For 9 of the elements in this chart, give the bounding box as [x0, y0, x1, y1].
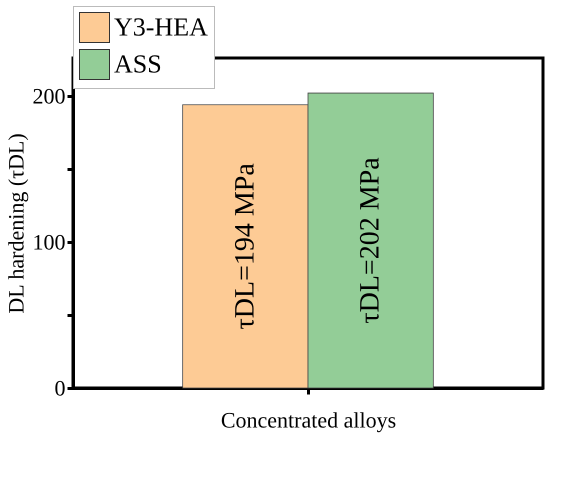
- data-label: τDL=194 MPa: [229, 162, 260, 330]
- x-axis-title: Concentrated alloys: [220, 408, 396, 432]
- y-tick-label: 200: [32, 83, 66, 108]
- y-axis-title: DL hardening (τDL): [4, 133, 28, 314]
- legend-label: ASS: [114, 50, 162, 78]
- y-tick-label: 100: [32, 229, 66, 254]
- legend-label: Y3-HEA: [114, 12, 208, 42]
- y-tick-label: 0: [54, 376, 66, 400]
- data-label: τDL=202 MPa: [354, 156, 386, 324]
